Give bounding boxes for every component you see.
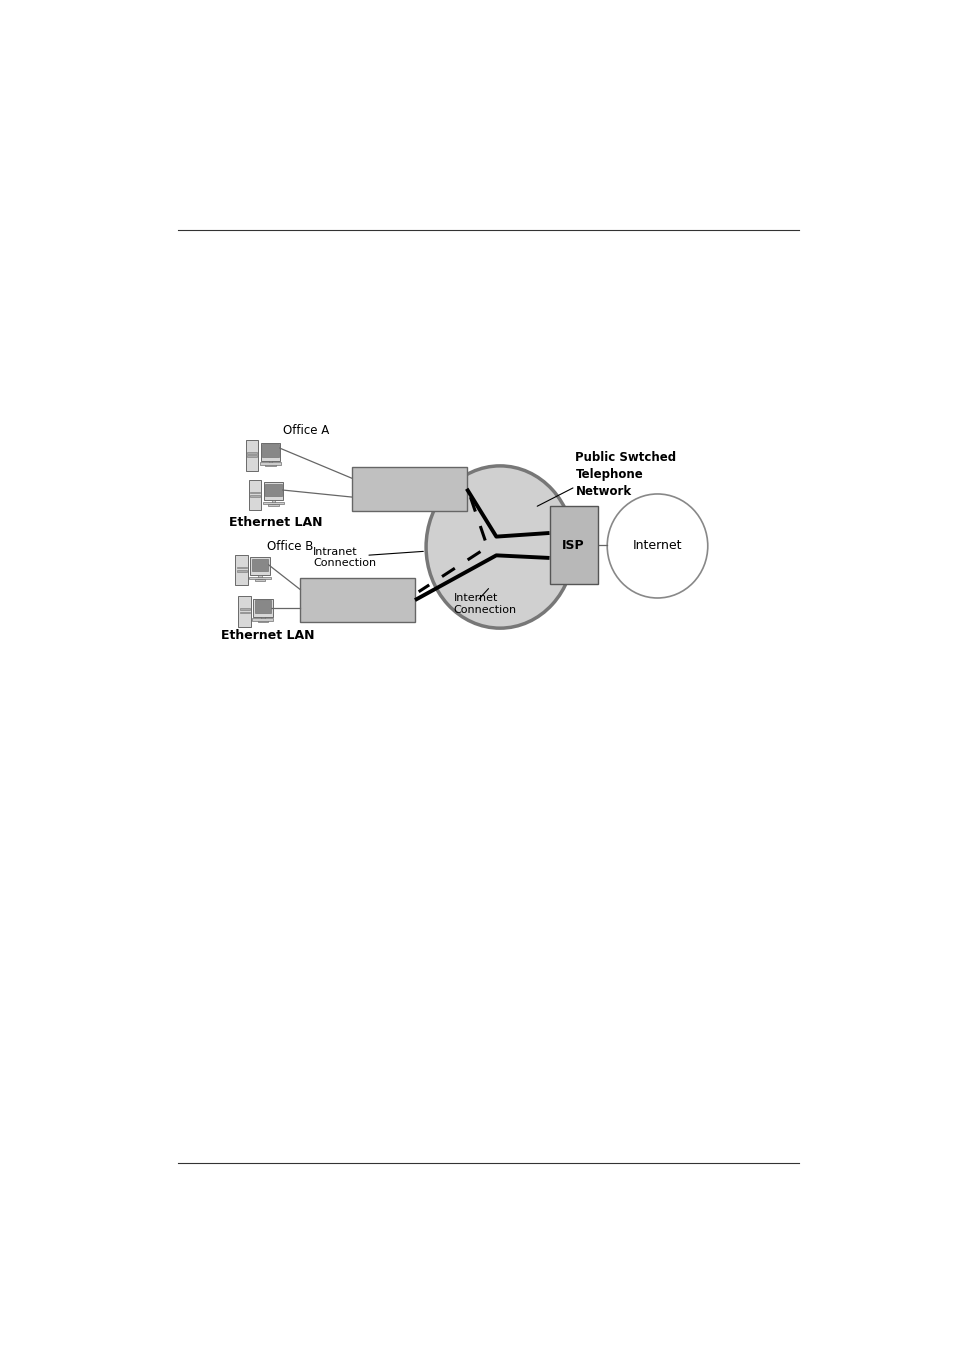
Bar (262, 444, 278, 457)
Bar (236, 566, 247, 569)
Text: Office B: Office B (267, 540, 314, 554)
Text: Ethernet LAN: Ethernet LAN (221, 630, 314, 642)
Bar (265, 484, 281, 496)
Bar (239, 612, 250, 613)
Bar (257, 620, 268, 623)
Bar (247, 455, 257, 458)
Text: Public Swtched
Telephone
Network: Public Swtched Telephone Network (575, 451, 676, 497)
Ellipse shape (606, 494, 707, 598)
Text: Intranet
Connection: Intranet Connection (313, 547, 375, 569)
Ellipse shape (426, 466, 574, 628)
Bar (239, 608, 250, 611)
Bar (250, 492, 260, 493)
Bar (272, 500, 274, 504)
Bar (263, 482, 283, 500)
Bar (246, 440, 258, 471)
Bar (250, 494, 260, 497)
Bar (258, 576, 261, 578)
Text: Office A: Office A (283, 424, 330, 436)
Bar (252, 558, 268, 571)
Bar (262, 501, 284, 504)
Bar (235, 554, 248, 585)
Bar (259, 462, 280, 465)
Bar (254, 578, 265, 581)
Bar (300, 578, 415, 621)
Bar (247, 453, 257, 454)
Bar (260, 443, 280, 461)
Bar (253, 598, 273, 617)
Text: Internet: Internet (632, 539, 681, 553)
Bar (238, 596, 251, 627)
Bar (250, 557, 270, 576)
Text: Ethernet LAN: Ethernet LAN (229, 516, 322, 528)
Bar (254, 600, 271, 613)
Bar (249, 480, 261, 511)
Bar (352, 467, 466, 511)
Text: Internet
Connection: Internet Connection (453, 593, 516, 615)
Text: ISP: ISP (561, 539, 584, 553)
Bar (268, 504, 278, 505)
Bar (236, 570, 247, 571)
Bar (549, 507, 597, 585)
Bar (253, 619, 274, 620)
Bar (249, 577, 271, 580)
Bar (265, 465, 275, 466)
Bar (261, 617, 265, 620)
Bar (269, 461, 272, 465)
